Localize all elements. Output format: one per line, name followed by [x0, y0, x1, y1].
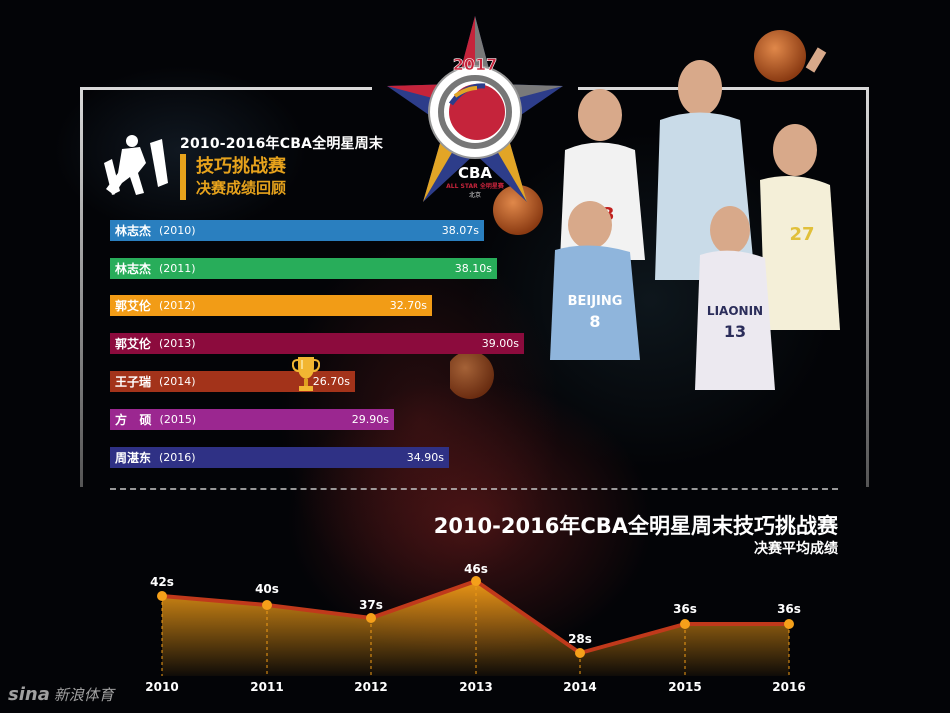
frame-border-right [866, 87, 869, 487]
point-label: 42s [150, 575, 174, 589]
bar-year: (2010) [159, 224, 196, 237]
svg-text:LIAONIN: LIAONIN [707, 304, 763, 318]
x-axis-label: 2014 [563, 680, 596, 694]
line-chart-subtitle: 决赛平均成绩 [754, 541, 838, 557]
point-label: 36s [673, 602, 697, 616]
trophy-icon [292, 357, 320, 391]
bar-year: (2011) [159, 262, 196, 275]
bar-year: (2013) [159, 337, 196, 350]
x-axis-label: 2013 [459, 680, 492, 694]
point-label: 37s [359, 598, 383, 612]
bar-value: 32.70s [389, 299, 427, 312]
bar-row: 郭艾伦 (2012) 32.70s [110, 295, 432, 316]
player-name: 王子瑞 [115, 375, 152, 389]
bar-row: 郭艾伦 (2013) 39.00s [110, 333, 524, 354]
section-divider [110, 488, 838, 490]
players-photo: 13 27 BEIJING 8 LIAONIN 13 [450, 30, 840, 399]
player-name: 郭艾伦 [115, 299, 152, 313]
sina-logo: sina [8, 684, 50, 705]
player-name: 林志杰 [115, 262, 152, 276]
bar-row: 王子瑞 (2014) 26.70s [110, 371, 355, 392]
svg-text:27: 27 [789, 224, 814, 245]
svg-text:北京: 北京 [469, 191, 481, 199]
player-name: 郭艾伦 [115, 337, 152, 351]
frame-border-top [80, 87, 372, 90]
bar-row: 周湛东 (2016) 34.90s [110, 447, 449, 468]
bar-year: (2014) [159, 375, 196, 388]
header-subtitle: 技巧挑战赛 [196, 156, 286, 177]
x-axis-label: 2011 [250, 680, 283, 694]
player-name: 方 硕 [115, 413, 152, 427]
frame-border-left [80, 87, 83, 487]
x-axis-label: 2015 [668, 680, 701, 694]
bar-row: 方 硕 (2015) 29.90s [110, 409, 394, 430]
player-name: 周湛东 [115, 451, 152, 465]
cba-allstar-logo: 2017 CBA ALL STAR 全明星赛 北京 [387, 16, 563, 202]
watermark-text: 新浪体育 [53, 686, 114, 704]
frame-border-top-right [578, 87, 869, 90]
bar-value: 38.10s [454, 262, 492, 275]
point-label: 46s [464, 562, 488, 576]
svg-text:ALL STAR 全明星赛: ALL STAR 全明星赛 [446, 182, 505, 190]
svg-text:8: 8 [589, 312, 600, 331]
bar-year: (2012) [159, 299, 196, 312]
svg-text:CBA: CBA [458, 164, 492, 182]
x-axis-label: 2010 [145, 680, 178, 694]
bar-value: 26.70s [312, 375, 350, 388]
point-label: 36s [777, 602, 801, 616]
bar-value: 34.90s [406, 451, 444, 464]
svg-text:2017: 2017 [453, 55, 498, 74]
bar-value: 39.00s [481, 337, 519, 350]
header-subtitle-2: 决赛成绩回顾 [196, 179, 287, 197]
line-chart-title: 2010-2016年CBA全明星周末技巧挑战赛 [433, 514, 838, 538]
bar-row: 林志杰 (2011) 38.10s [110, 258, 497, 279]
bar-value: 38.07s [441, 224, 479, 237]
x-axis-label: 2016 [772, 680, 805, 694]
header-accent-bar [180, 154, 186, 200]
x-axis-label: 2012 [354, 680, 387, 694]
point-label: 40s [255, 582, 279, 596]
player-name: 林志杰 [115, 224, 152, 238]
svg-text:BEIJING: BEIJING [568, 294, 623, 309]
bar-value: 29.90s [351, 413, 389, 426]
point-label: 28s [568, 632, 592, 646]
bar-year: (2016) [159, 451, 196, 464]
header-title: 2010-2016年CBA全明星周末 [180, 136, 384, 152]
bar-row: 林志杰 (2010) 38.07s [110, 220, 484, 241]
player-silhouette-icon [104, 135, 168, 195]
sina-sports-watermark: sina 新浪体育 [8, 684, 114, 705]
svg-text:13: 13 [724, 322, 746, 341]
bar-year: (2015) [159, 413, 197, 426]
